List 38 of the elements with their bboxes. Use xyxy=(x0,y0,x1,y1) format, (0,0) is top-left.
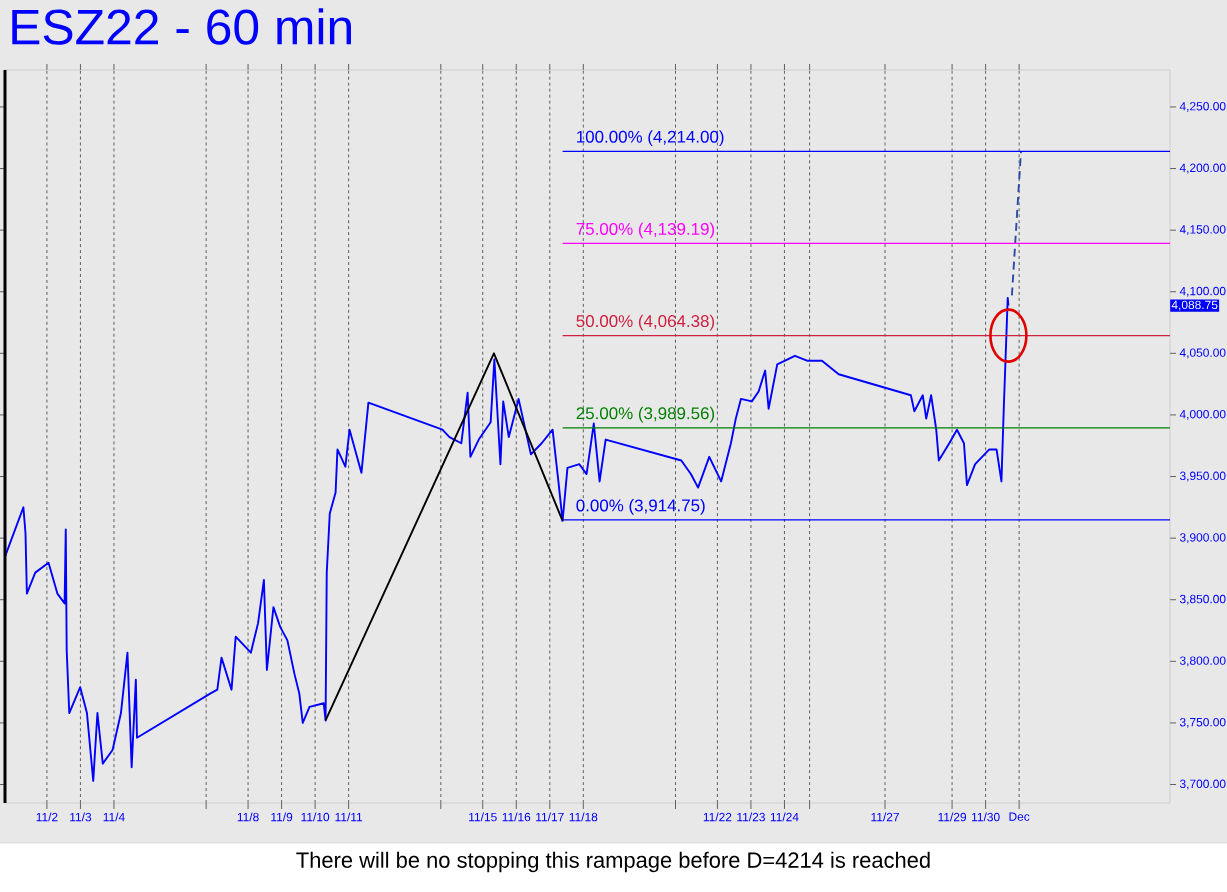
ref-line-label: 100.00% (4,214.00) xyxy=(577,130,724,147)
y-tick-label: 4,000.00 xyxy=(1179,410,1226,420)
y-tick-label: 4,150.00 xyxy=(1179,225,1226,236)
x-tick-label: 11/8 xyxy=(237,812,259,822)
y-tick-label: 4,250.00 xyxy=(1179,102,1226,112)
y-tick-label: 4,050.00 xyxy=(1179,348,1226,359)
x-tick-label: 11/16 xyxy=(502,812,531,822)
ref-line-label: 0.00% (3,914.75) xyxy=(576,498,705,515)
x-tick-label: 11/3 xyxy=(70,812,92,822)
y-tick-label: 3,800.00 xyxy=(1179,656,1226,667)
x-tick-label: 11/18 xyxy=(569,812,598,822)
x-tick-label: 11/29 xyxy=(938,812,967,822)
ref-line-label: 75.00% (4,139.19) xyxy=(576,222,715,239)
x-tick-label: 11/30 xyxy=(972,812,1000,822)
x-tick-label: 11/27 xyxy=(871,812,899,822)
y-tick-label: 3,850.00 xyxy=(1179,594,1226,605)
x-tick-label: 11/15 xyxy=(469,812,497,822)
text: 4,088.75 xyxy=(1171,300,1218,311)
x-tick-label: 11/11 xyxy=(335,812,363,822)
y-tick-label: 4,100.00 xyxy=(1179,286,1226,297)
y-tick-label: 3,750.00 xyxy=(1179,717,1226,728)
y-tick-label: 3,950.00 xyxy=(1179,471,1226,482)
x-tick-label: 11/22 xyxy=(703,812,732,822)
x-tick-label: 11/17 xyxy=(536,812,564,822)
chart-title: ESZ22 - 60 min xyxy=(12,8,351,45)
x-tick-label: 11/23 xyxy=(737,812,765,822)
text: There will be no stopping this rampage before D=4214 is reached xyxy=(296,851,930,873)
x-tick-label: 11/10 xyxy=(301,812,330,822)
ref-line-label: 25.00% (3,989.56) xyxy=(576,406,715,423)
x-tick-label: 11/9 xyxy=(271,812,293,822)
x-tick-label: 11/24 xyxy=(770,812,799,822)
x-tick-label: Dec xyxy=(1009,812,1030,821)
y-tick-label: 3,900.00 xyxy=(1179,533,1226,544)
x-tick-label: 11/2 xyxy=(36,812,58,822)
x-tick-label: 11/4 xyxy=(103,812,125,822)
y-tick-label: 4,200.00 xyxy=(1179,163,1226,174)
y-tick-label: 3,700.00 xyxy=(1179,779,1226,790)
ref-line-label: 50.00% (4,064.38) xyxy=(576,314,715,331)
